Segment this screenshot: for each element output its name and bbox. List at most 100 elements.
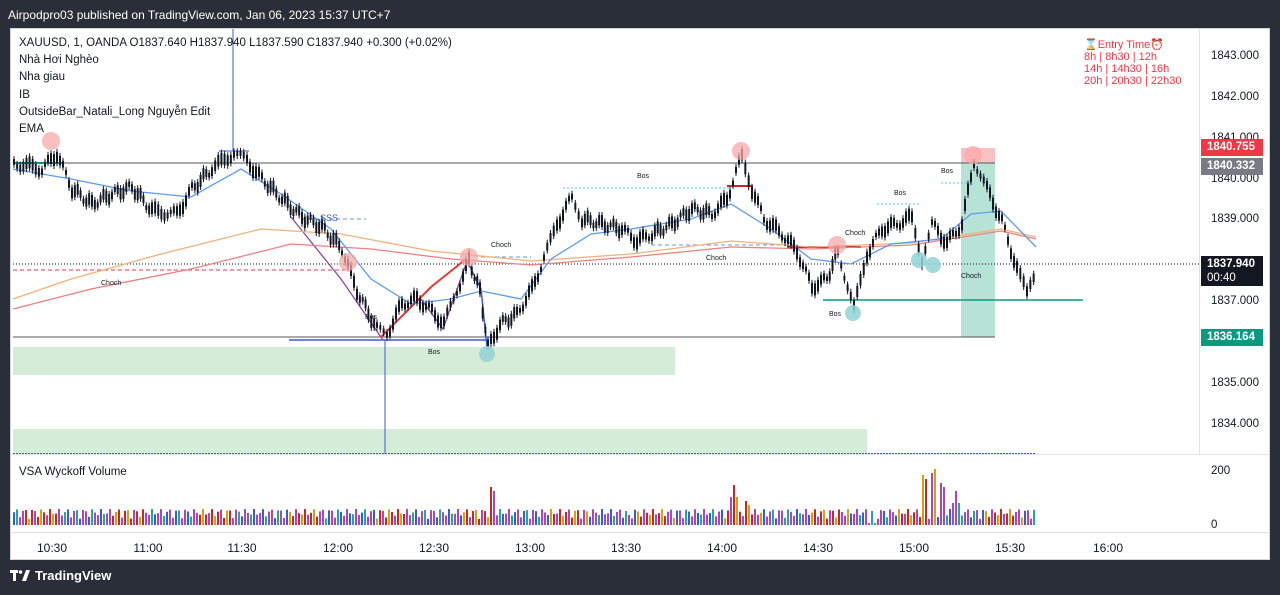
blue-swing: [465, 258, 488, 348]
demand-zone-upper: [13, 347, 675, 375]
volume-bar: [985, 511, 987, 525]
symbol-info[interactable]: XAUUSD, 1, OANDA O1837.640 H1837.940 L18…: [19, 37, 452, 49]
volume-bar: [1027, 510, 1029, 525]
candle-body: [735, 166, 737, 174]
candle-body: [949, 230, 951, 240]
candle-body: [185, 195, 187, 207]
volume-bar: [724, 518, 726, 525]
tradingview-logo[interactable]: TradingView: [10, 568, 111, 583]
volume-bar: [793, 515, 795, 525]
candle-body: [341, 250, 343, 256]
volume-bar: [88, 516, 90, 525]
candle-body: [401, 298, 403, 309]
volume-bar: [1000, 509, 1002, 525]
candle-body: [425, 303, 427, 310]
volume-bar: [34, 511, 36, 525]
volume-bar: [1021, 517, 1023, 525]
candle-body: [434, 310, 436, 321]
time-axis[interactable]: 10:30 11:00 11:30 12:00 12:30 13:00 13:3…: [11, 532, 1269, 559]
candle-body: [93, 199, 96, 210]
volume-bar: [508, 509, 510, 525]
price-scale[interactable]: [1199, 29, 1269, 454]
volume-bar: [142, 509, 144, 525]
candle-body: [627, 227, 629, 233]
candle-body: [211, 167, 213, 176]
volume-indicator-title[interactable]: VSA Wyckoff Volume: [19, 466, 127, 478]
candle-body: [778, 226, 780, 236]
indicator-name[interactable]: Nha giau: [19, 71, 66, 84]
candle-body: [856, 285, 859, 298]
annotation-bos: Bos: [365, 314, 378, 321]
candle-body: [217, 154, 220, 167]
price-chart[interactable]: Bos Bos Bos Bos Bos Bos Choch Choch Choc…: [11, 29, 1199, 454]
volume-bar: [166, 511, 168, 525]
volume-bar: [139, 516, 141, 525]
candle-body: [142, 195, 145, 204]
volume-bar: [367, 516, 369, 525]
indicator-name[interactable]: Nhà Hơi Nghèo: [19, 54, 99, 67]
candle-body: [989, 187, 991, 199]
volume-bar: [703, 509, 705, 525]
volume-bar: [658, 513, 660, 525]
candle-body: [763, 217, 765, 223]
candle-body: [376, 322, 378, 328]
volume-bar: [352, 514, 354, 525]
volume-bar: [805, 509, 807, 525]
volume-bar: [481, 510, 483, 525]
indicator-name[interactable]: IB: [19, 88, 30, 101]
volume-bar: [103, 514, 105, 525]
indicator-name[interactable]: EMA: [19, 123, 44, 136]
volume-bar: [43, 512, 45, 525]
volume-bar: [592, 509, 594, 525]
time-label: 11:30: [227, 541, 257, 555]
candle-body: [1029, 279, 1032, 290]
volume-bar: [889, 509, 891, 525]
candle-body: [549, 233, 552, 243]
candle-body: [356, 288, 358, 300]
candle-body: [688, 209, 691, 222]
candle-body: [59, 155, 61, 166]
volume-bar: [424, 509, 426, 525]
volume-bar: [994, 512, 996, 525]
volume-bar: [262, 509, 264, 525]
indicator-name[interactable]: OutsideBar_Natali_Long Nguyễn Edit: [19, 105, 211, 118]
candle-body: [462, 271, 464, 282]
volume-bar: [283, 517, 285, 525]
candle-body: [437, 315, 439, 328]
volume-bar: [454, 513, 456, 525]
candle-body: [902, 218, 904, 228]
candle-body: [236, 151, 239, 156]
volume-bar: [613, 515, 615, 525]
volume-bar: [70, 517, 72, 525]
volume-bar: [433, 510, 435, 525]
candle-body: [924, 246, 927, 254]
volume-bar: [340, 511, 342, 525]
volume-bar: [298, 513, 300, 525]
pane-separator[interactable]: [11, 454, 1269, 455]
candle-body: [516, 306, 518, 316]
candle-body: [501, 315, 504, 322]
candle-body: [71, 187, 73, 199]
candle-body: [338, 240, 341, 251]
candle-body: [116, 185, 119, 195]
volume-bar: [649, 514, 651, 525]
chart-frame[interactable]: Bos Bos Bos Bos Bos Bos Choch Choch Choc…: [10, 28, 1270, 560]
volume-bar: [361, 512, 363, 525]
volume-bar: [595, 512, 597, 525]
candle-body: [102, 189, 105, 200]
volume-bar: [310, 512, 312, 525]
price-tick: 1843.000: [1211, 50, 1259, 62]
candle-body: [306, 215, 309, 225]
candle-body: [946, 236, 948, 249]
candle-body: [601, 215, 603, 228]
volume-bar: [772, 509, 774, 525]
candle-body: [364, 299, 367, 309]
volume-bar: [451, 513, 453, 525]
volume-bar: [868, 523, 870, 525]
volume-bar: [496, 515, 498, 525]
entry-time-row: 8h | 8h30 | 12h: [1084, 51, 1157, 63]
candle-body: [309, 214, 312, 220]
candle-body: [321, 218, 323, 230]
volume-bar: [1030, 518, 1032, 525]
volume-bar: [619, 509, 621, 525]
